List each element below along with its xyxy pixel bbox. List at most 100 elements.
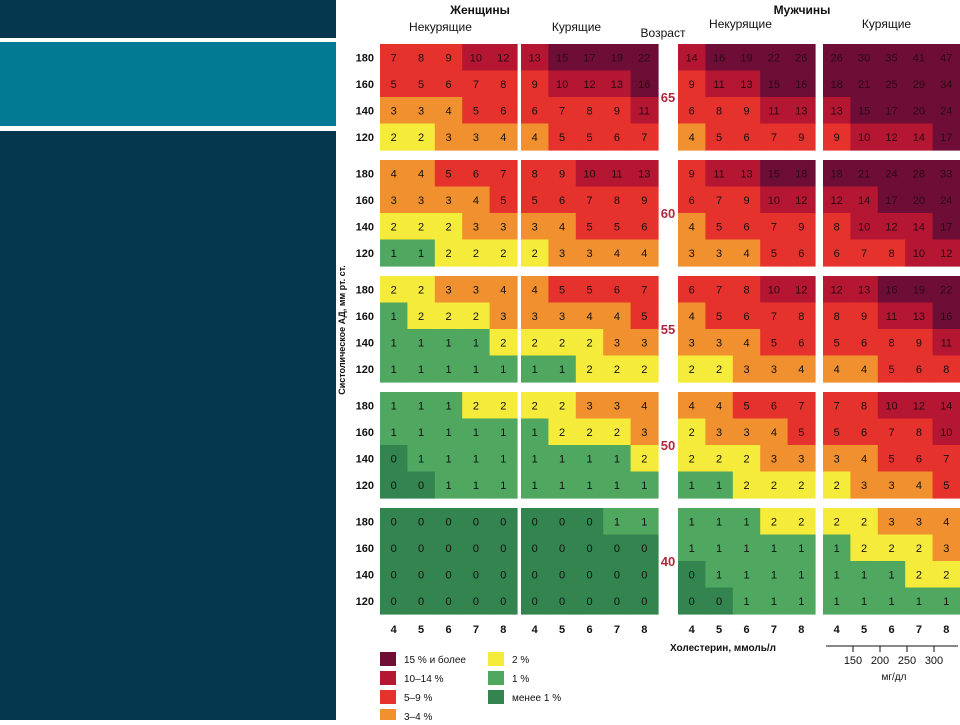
- risk-cell: [732, 418, 761, 446]
- risk-cell-value: 1: [418, 364, 424, 376]
- risk-cell-value: 10: [858, 132, 870, 144]
- risk-cell-value: 1: [689, 543, 695, 555]
- risk-cell: [732, 508, 761, 536]
- risk-cell: [521, 302, 549, 330]
- risk-cell: [705, 160, 734, 188]
- risk-cell-value: 7: [641, 132, 647, 144]
- risk-cell-value: 4: [771, 427, 777, 439]
- risk-cell: [905, 97, 934, 125]
- risk-cell: [850, 302, 879, 330]
- y-tick-label: 140: [356, 569, 374, 581]
- risk-cell-value: 2: [473, 400, 479, 412]
- risk-cell-value: 3: [500, 311, 506, 323]
- risk-cell: [823, 276, 851, 304]
- risk-cell-value: 5: [418, 79, 424, 91]
- risk-cell-value: 0: [559, 543, 565, 555]
- risk-cell-value: 1: [445, 480, 451, 492]
- risk-cell: [932, 355, 960, 383]
- risk-cell-value: 2: [641, 453, 647, 465]
- risk-cell: [407, 355, 436, 383]
- risk-cell-value: 3: [586, 400, 592, 412]
- risk-cell-value: 1: [916, 596, 922, 608]
- risk-cell: [380, 445, 408, 473]
- risk-cell: [823, 213, 851, 241]
- risk-cell: [489, 561, 518, 589]
- risk-cell: [548, 445, 577, 473]
- risk-cell: [462, 302, 491, 330]
- risk-cell-value: 1: [559, 480, 565, 492]
- risk-cell: [575, 392, 604, 420]
- risk-cell: [905, 329, 934, 357]
- risk-cell: [489, 534, 518, 562]
- y-tick-label: 180: [356, 284, 374, 296]
- risk-cell: [407, 445, 436, 473]
- risk-cell-value: 0: [445, 596, 451, 608]
- risk-cell: [548, 213, 577, 241]
- risk-cell: [521, 418, 549, 446]
- risk-cell: [877, 160, 906, 188]
- risk-cell-value: 9: [532, 79, 538, 91]
- header-women-smoking: Курящие: [552, 20, 601, 34]
- legend-swatch: [488, 671, 504, 685]
- risk-cell-value: 8: [888, 337, 894, 349]
- risk-cell-value: 11: [886, 311, 897, 323]
- risk-cell-value: 1: [888, 569, 894, 581]
- risk-cell-value: 0: [641, 569, 647, 581]
- risk-cell: [548, 70, 577, 98]
- risk-cell-value: 0: [641, 543, 647, 555]
- risk-cell-value: 2: [641, 364, 647, 376]
- legend-label: 2 %: [512, 655, 529, 666]
- risk-cell-value: 1: [418, 453, 424, 465]
- risk-cell-value: 6: [916, 364, 922, 376]
- risk-cell: [705, 97, 734, 125]
- risk-cell: [434, 123, 463, 151]
- sidebar-body: [0, 131, 336, 720]
- sidebar-title-band: [0, 42, 336, 126]
- risk-cell-value: 0: [391, 543, 397, 555]
- risk-cell: [678, 471, 706, 499]
- risk-cell-value: 1: [532, 453, 538, 465]
- risk-cell: [521, 160, 549, 188]
- risk-cell: [630, 561, 659, 589]
- risk-cell-value: 8: [743, 284, 749, 296]
- risk-cell: [705, 445, 734, 473]
- x-axis-label: Холестерин, ммоль/л: [670, 643, 776, 654]
- risk-cell-value: 3: [473, 132, 479, 144]
- risk-cell: [877, 186, 906, 214]
- risk-cell: [434, 418, 463, 446]
- risk-cell-value: 3: [614, 400, 620, 412]
- risk-cell-value: 3: [418, 195, 424, 207]
- risk-cell: [905, 186, 934, 214]
- risk-cell: [932, 561, 960, 589]
- risk-cell-value: 1: [716, 569, 722, 581]
- risk-cell: [732, 97, 761, 125]
- x-tick-label: 4: [532, 624, 539, 636]
- risk-cell: [407, 186, 436, 214]
- risk-cell: [489, 97, 518, 125]
- risk-cell: [407, 561, 436, 589]
- risk-cell: [407, 329, 436, 357]
- risk-cell: [575, 445, 604, 473]
- risk-cell: [823, 561, 851, 589]
- legend-label: 1 %: [512, 674, 529, 685]
- risk-cell-value: 3: [689, 248, 695, 260]
- y-tick-label: 140: [356, 337, 374, 349]
- risk-cell: [877, 508, 906, 536]
- risk-cell-value: 6: [532, 105, 538, 117]
- risk-cell-value: 14: [686, 52, 698, 64]
- risk-cell-value: 6: [500, 105, 506, 117]
- risk-cell: [603, 329, 632, 357]
- risk-cell: [548, 302, 577, 330]
- risk-cell-value: 3: [614, 337, 620, 349]
- risk-cell: [850, 445, 879, 473]
- age-label: 55: [661, 322, 675, 337]
- y-tick-label: 140: [356, 105, 374, 117]
- risk-cell: [877, 97, 906, 125]
- risk-cell: [760, 70, 789, 98]
- risk-cell-value: 1: [771, 596, 777, 608]
- risk-cell: [434, 355, 463, 383]
- risk-cell-value: 2: [500, 248, 506, 260]
- risk-cell: [603, 302, 632, 330]
- risk-cell-value: 5: [771, 248, 777, 260]
- risk-cell-value: 6: [798, 248, 804, 260]
